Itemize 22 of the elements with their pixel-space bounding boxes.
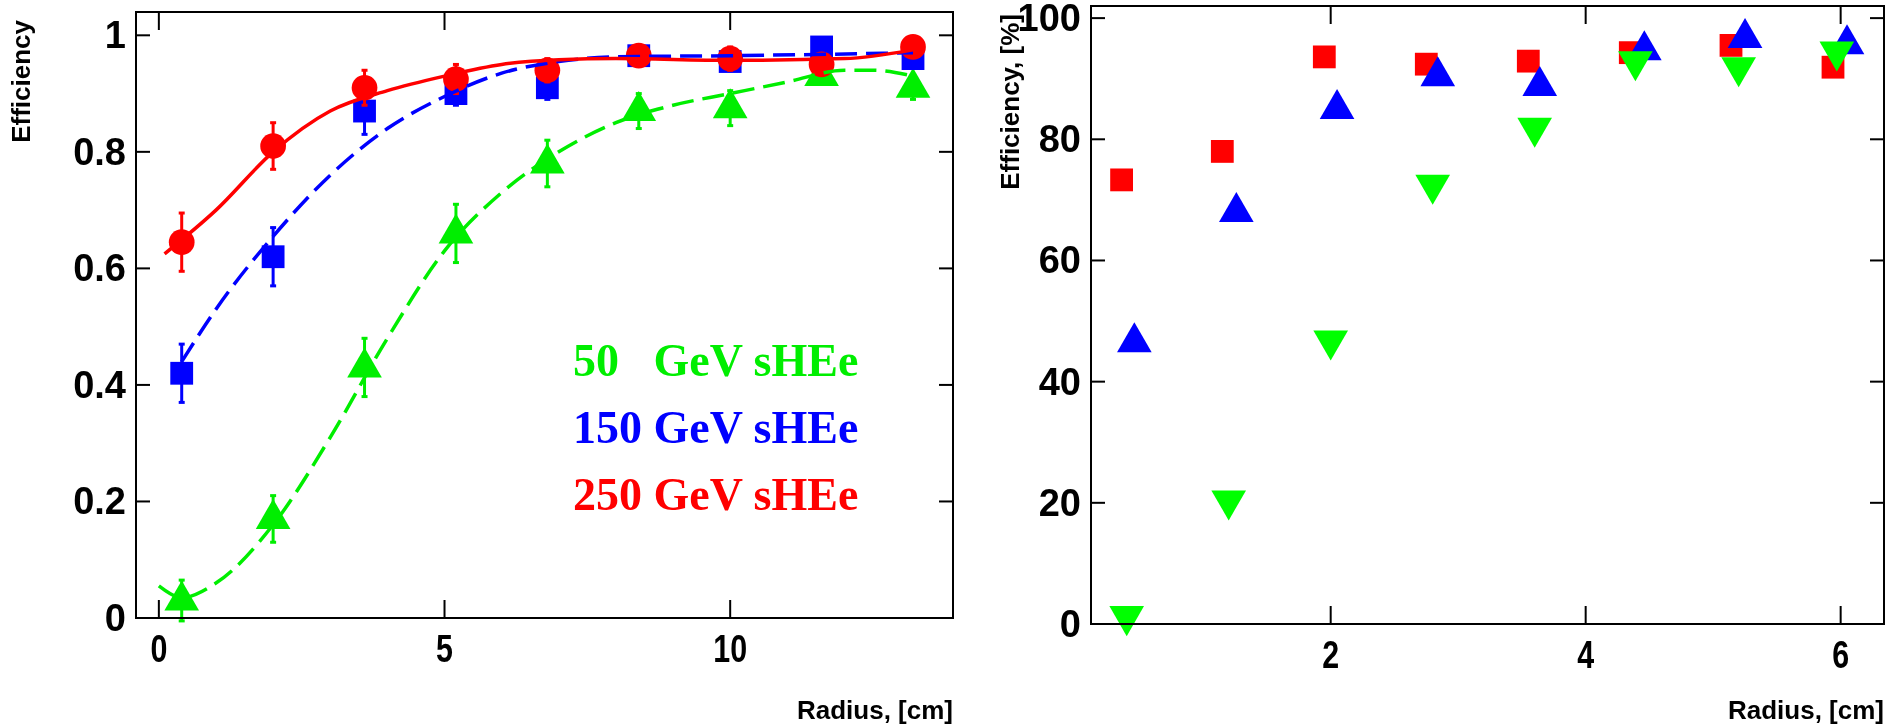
y-tick-label: 0.6 xyxy=(73,247,126,290)
x-tick-label: 10 xyxy=(713,627,748,670)
text: 250 GeV sHEe xyxy=(573,468,859,520)
x-axis-title: Radius, [cm] xyxy=(796,695,953,725)
text: 150 GeV sHEe xyxy=(573,401,859,453)
y-axis-title: Efficiency xyxy=(6,19,36,143)
x-axis-title: Radius, [cm] xyxy=(1727,695,1884,725)
x-tick-label: 5 xyxy=(436,627,453,670)
y-tick-label: 0 xyxy=(104,597,126,639)
y-tick-label: 0.8 xyxy=(73,130,126,173)
y-tick-label: 60 xyxy=(1038,239,1081,282)
x-tick-label: 0 xyxy=(150,627,168,670)
y-tick-label: 1 xyxy=(104,14,126,57)
y-tick-label: 0.2 xyxy=(73,480,126,523)
x-tick-label: 6 xyxy=(1832,633,1850,676)
y-tick-label: 20 xyxy=(1038,481,1081,524)
y-tick-label: 80 xyxy=(1038,118,1081,161)
x-tick-label: 4 xyxy=(1577,633,1595,676)
y-tick-label: 0.4 xyxy=(73,363,126,406)
y-tick-label: 40 xyxy=(1038,360,1081,403)
text: 50 GeV sHEe xyxy=(573,334,859,386)
x-tick-label: 2 xyxy=(1322,633,1340,676)
